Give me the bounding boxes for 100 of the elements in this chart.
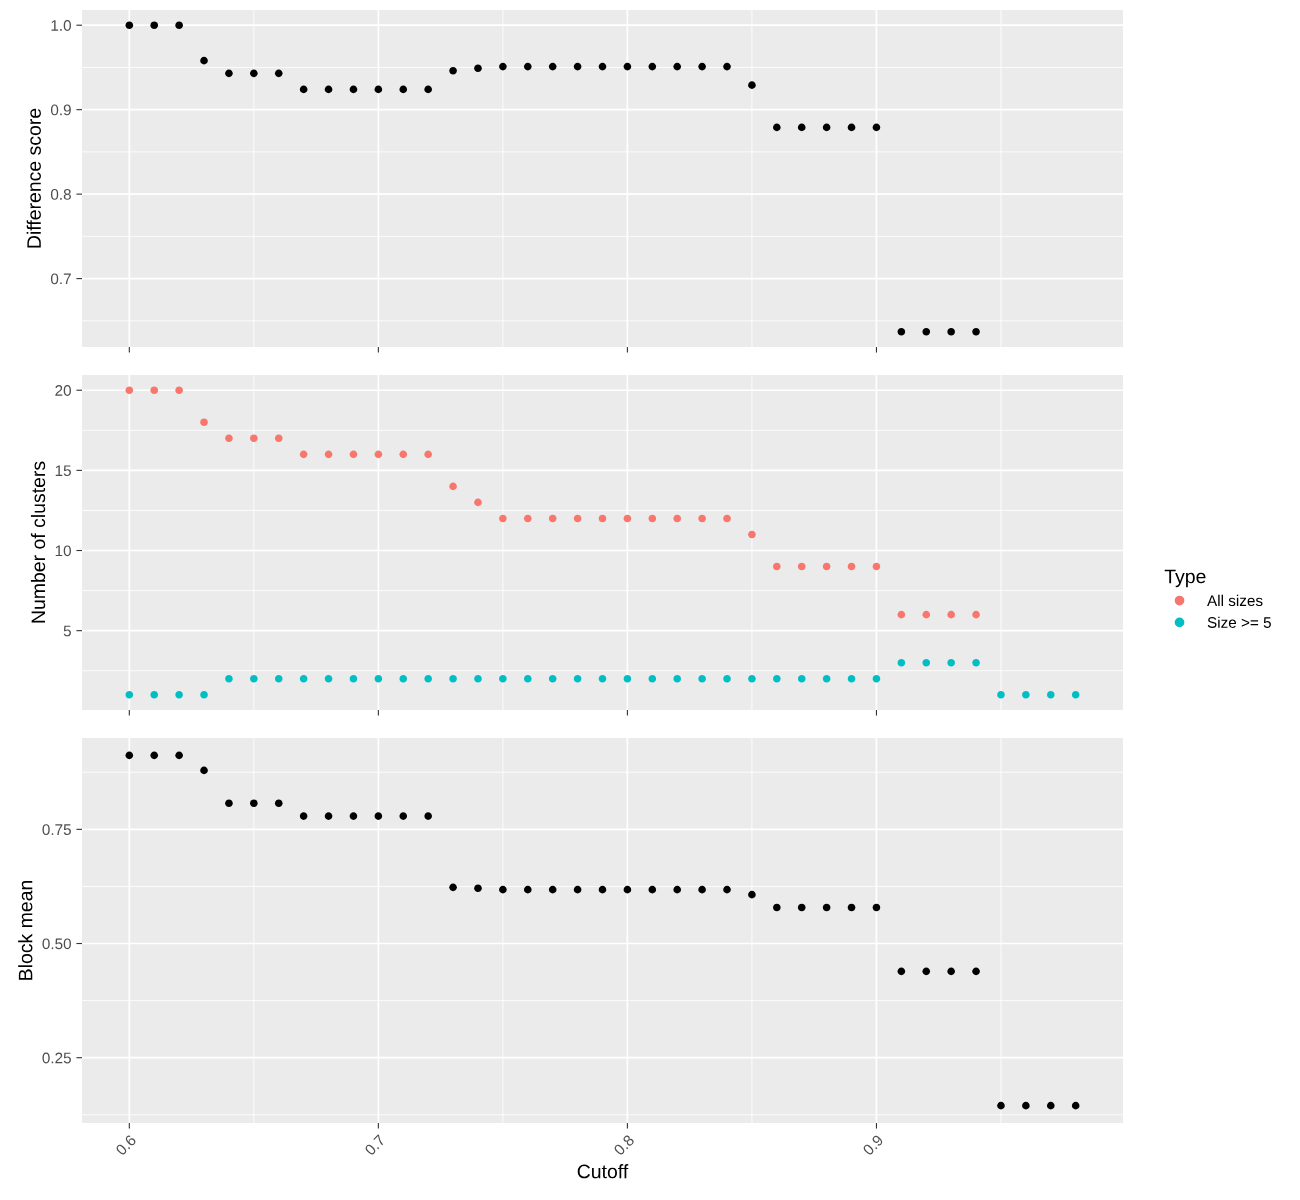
point — [648, 62, 657, 71]
point — [225, 799, 233, 808]
point — [474, 64, 482, 73]
point — [349, 812, 358, 820]
point — [274, 69, 283, 78]
point — [324, 85, 333, 94]
point — [698, 674, 706, 683]
point — [548, 674, 557, 683]
x-axis-title: Cutoff — [577, 1164, 629, 1179]
point — [573, 514, 582, 523]
point — [822, 562, 831, 571]
point — [723, 885, 731, 894]
point — [598, 514, 607, 523]
point — [374, 85, 383, 94]
point — [598, 885, 607, 894]
point — [474, 884, 482, 893]
point — [499, 674, 507, 683]
point — [324, 812, 333, 820]
point — [897, 610, 906, 619]
point — [573, 885, 582, 894]
point — [324, 674, 333, 683]
point — [523, 885, 532, 894]
point — [648, 885, 657, 894]
point — [175, 751, 183, 760]
point — [150, 386, 159, 395]
point — [1022, 690, 1030, 699]
point — [897, 967, 906, 976]
point — [299, 450, 308, 459]
point — [648, 674, 657, 683]
point — [922, 327, 931, 336]
y-tick-label: 0.8 — [50, 188, 71, 200]
point — [947, 610, 955, 619]
point — [872, 123, 881, 132]
legend-title: Type — [1164, 569, 1206, 588]
y-tick-label: 5 — [63, 625, 71, 637]
point — [424, 674, 432, 683]
point — [748, 674, 756, 683]
point — [598, 62, 607, 71]
y-tick-label: 10 — [55, 545, 71, 557]
point — [972, 658, 980, 667]
point — [374, 674, 383, 683]
point — [499, 62, 507, 71]
point — [623, 885, 632, 894]
point — [274, 674, 283, 683]
point — [299, 85, 308, 94]
point — [598, 674, 607, 683]
point — [773, 903, 781, 912]
point — [349, 450, 358, 459]
point — [673, 885, 682, 894]
y-tick-label: 0.50 — [42, 938, 71, 950]
point — [822, 123, 831, 132]
point — [274, 434, 283, 443]
point — [673, 62, 682, 71]
point — [723, 674, 731, 683]
point — [797, 562, 806, 571]
x-tick-label: 0.8 — [613, 1134, 635, 1156]
point — [200, 418, 208, 427]
point — [723, 62, 731, 71]
point — [773, 562, 781, 571]
point — [150, 751, 159, 760]
point — [748, 530, 756, 539]
point — [872, 562, 881, 571]
point — [474, 674, 482, 683]
x-tick-label: 0.6 — [115, 1134, 137, 1156]
point — [250, 674, 258, 683]
point — [449, 674, 457, 683]
point — [175, 21, 183, 30]
point — [698, 62, 706, 71]
point — [175, 690, 183, 699]
point — [1022, 1101, 1030, 1110]
point — [748, 81, 756, 89]
point — [250, 69, 258, 78]
point — [399, 85, 408, 94]
point — [972, 967, 980, 976]
point — [548, 514, 557, 523]
point — [424, 85, 432, 94]
y-axis-title: Block mean — [18, 880, 33, 980]
point — [947, 967, 955, 976]
point — [623, 62, 632, 71]
point — [847, 123, 856, 132]
point — [822, 903, 831, 912]
point — [1046, 1101, 1055, 1110]
point — [1071, 690, 1080, 699]
y-tick-label: 15 — [55, 465, 71, 477]
point — [947, 658, 955, 667]
y-tick-label: 0.25 — [42, 1052, 71, 1064]
point — [200, 690, 208, 699]
point — [922, 610, 931, 619]
point — [449, 883, 457, 892]
point — [872, 674, 881, 683]
point — [250, 799, 258, 808]
point — [274, 799, 283, 808]
point — [499, 514, 507, 523]
point — [125, 21, 134, 30]
point — [125, 690, 134, 699]
point — [648, 514, 657, 523]
point — [150, 690, 159, 699]
point — [548, 62, 557, 71]
y-tick-label: 0.9 — [50, 104, 71, 116]
point — [897, 658, 906, 667]
